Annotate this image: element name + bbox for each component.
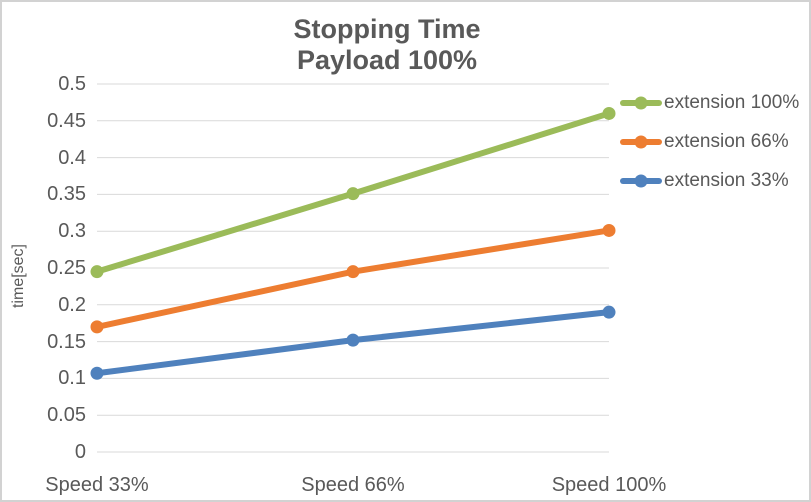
legend-marker-dot [634, 96, 648, 109]
y-tick-label: 0.4 [58, 146, 86, 169]
data-point-marker[interactable] [90, 320, 104, 334]
legend-label: extension 66% [664, 130, 789, 152]
y-tick-label: 0.3 [58, 220, 86, 243]
legend-item-extension-66-[interactable]: extension 66% [620, 122, 799, 161]
y-tick-label: 0.15 [47, 330, 86, 353]
y-tick-label: 0.5 [58, 73, 86, 95]
y-tick-label: 0.25 [47, 257, 86, 279]
legend-item-extension-100-[interactable]: extension 100% [620, 83, 799, 122]
legend-marker-dot [634, 174, 648, 187]
data-point-marker[interactable] [602, 106, 616, 120]
data-point-marker[interactable] [602, 223, 616, 237]
data-point-marker[interactable] [90, 265, 104, 279]
legend-label: extension 100% [664, 91, 800, 113]
legend-item-extension-33-[interactable]: extension 33% [620, 161, 799, 200]
y-tick-label: 0.35 [47, 183, 86, 206]
data-point-marker[interactable] [346, 187, 360, 201]
series-line-extension-66-[interactable] [94, 227, 612, 330]
legend[interactable]: extension 100% extension 66% extension 33% [620, 83, 799, 200]
x-category-label: Speed 33% [45, 474, 149, 496]
legend-label: extension 33% [664, 169, 789, 191]
data-point-marker[interactable] [602, 305, 616, 319]
legend-marker-dot [634, 135, 648, 148]
data-point-marker[interactable] [346, 333, 360, 347]
legend-line-swatch [620, 96, 662, 109]
x-category-label: Speed 100% [551, 474, 667, 496]
y-tick-label: 0.45 [47, 109, 86, 132]
x-category-label: Speed 66% [301, 474, 405, 496]
chart-title-line2: Payload 100% [296, 45, 478, 75]
y-tick-label: 0.05 [47, 404, 86, 427]
chart-title-line1: Stopping Time [293, 14, 481, 44]
data-point-marker[interactable] [90, 366, 104, 380]
legend-line-swatch [620, 135, 662, 148]
legend-line-swatch [620, 174, 662, 187]
data-point-marker[interactable] [346, 265, 360, 279]
chart-title[interactable]: Stopping Time Payload 100% [2, 14, 772, 76]
y-tick-label: 0 [74, 441, 86, 463]
y-tick-label: 0.1 [58, 367, 86, 390]
y-tick-label: 0.2 [58, 293, 86, 316]
